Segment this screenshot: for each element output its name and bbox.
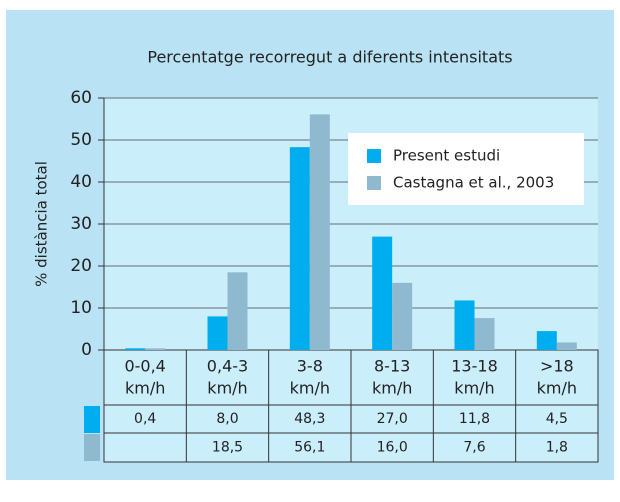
legend-box [348, 133, 584, 205]
legend-swatch [367, 149, 381, 163]
legend-label: Castagna et al., 2003 [393, 174, 554, 192]
x-tick-unit: km/h [207, 379, 247, 398]
table-value: 11,8 [459, 411, 490, 427]
y-tick-label: 30 [70, 214, 92, 234]
bar [556, 342, 577, 350]
x-tick-unit: km/h [125, 379, 165, 398]
x-tick-label: 0,4-3 [207, 357, 248, 376]
x-tick-label: >18 [540, 357, 574, 376]
x-tick-unit: km/h [537, 379, 577, 398]
bar [536, 331, 557, 350]
y-tick-label: 0 [81, 340, 92, 360]
bar [227, 272, 248, 350]
chart-title: Percentatge recorregut a diferents inten… [147, 48, 512, 67]
bar [309, 114, 330, 350]
legend-swatch [367, 176, 381, 190]
x-tick-label: 8-13 [374, 357, 410, 376]
x-tick-label: 0-0,4 [124, 357, 165, 376]
y-tick-label: 60 [70, 88, 92, 108]
table-value: 27,0 [377, 411, 408, 427]
y-tick-label: 40 [70, 172, 92, 192]
y-tick-label: 50 [70, 130, 92, 150]
y-axis-label: % distància total [33, 161, 51, 287]
table-value: 7,6 [463, 440, 485, 456]
table-value: 1,8 [546, 440, 568, 456]
table-value: 48,3 [294, 411, 325, 427]
table-value: 16,0 [377, 440, 408, 456]
legend-swatch [84, 406, 100, 433]
y-tick-label: 10 [70, 298, 92, 318]
bar [474, 318, 495, 350]
x-tick-unit: km/h [290, 379, 330, 398]
table-value: 4,5 [546, 411, 568, 427]
y-tick-label: 20 [70, 256, 92, 276]
table-value: 0,4 [134, 411, 156, 427]
bar [392, 282, 413, 350]
legend-swatch [84, 434, 100, 461]
table-value: 18,5 [212, 440, 243, 456]
x-tick-unit: km/h [372, 379, 412, 398]
bar [454, 300, 475, 350]
bar [289, 147, 310, 350]
x-tick-label: 13-18 [451, 357, 498, 376]
table-value: 56,1 [294, 440, 325, 456]
bar [372, 236, 393, 350]
x-tick-unit: km/h [454, 379, 494, 398]
bar [145, 348, 166, 350]
table-value: 8,0 [216, 411, 238, 427]
bar [125, 348, 146, 350]
x-tick-label: 3-8 [297, 357, 323, 376]
bar [207, 316, 228, 350]
legend-label: Present estudi [393, 147, 500, 165]
